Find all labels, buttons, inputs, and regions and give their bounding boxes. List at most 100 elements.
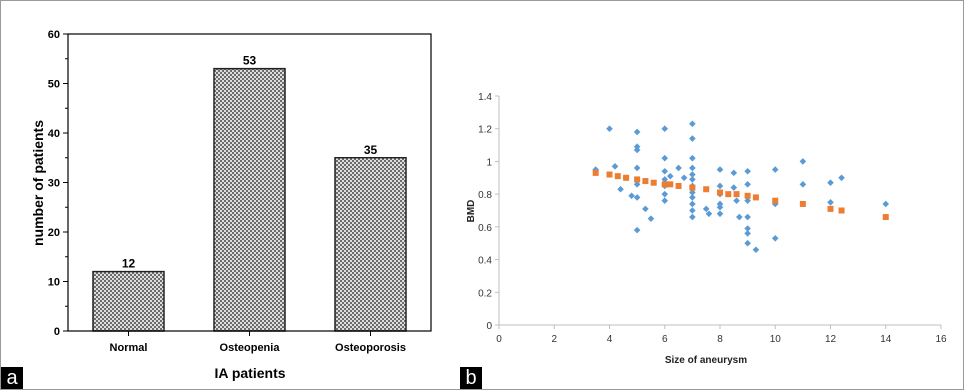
scatter-point-predicted xyxy=(703,186,710,193)
scatter-point-predicted xyxy=(752,194,759,201)
x-tick-label-b: 12 xyxy=(825,334,837,345)
scatter-point-observed xyxy=(680,174,688,182)
scatter-point-observed xyxy=(642,205,649,213)
scatter-point-observed xyxy=(733,197,740,204)
x-axis-label-a: IA patients xyxy=(214,365,285,381)
scatter-point-observed xyxy=(799,158,807,165)
scatter-chart-b: 0 0.2 0.4 0.6 0.8 1 1.2 1.4 0 2 4 6 8 10 12 14 16 BMD Si… xyxy=(466,92,947,366)
scatter-point-observed xyxy=(689,164,696,172)
scatter-point-predicted xyxy=(799,200,806,207)
scatter-point-observed xyxy=(633,226,641,234)
y-tick-label-b: 0.8 xyxy=(478,190,492,201)
y-tick-label-b: 1.4 xyxy=(478,92,492,103)
y-tick-label-a: 30 xyxy=(48,178,60,190)
scatter-point-observed xyxy=(827,199,834,206)
x-tick-label-b: 2 xyxy=(551,334,557,345)
scatter-point-predicted xyxy=(650,179,657,186)
scatter-point-observed xyxy=(661,197,669,204)
scatter-point-observed xyxy=(771,235,779,242)
scatter-point-observed xyxy=(838,174,845,182)
scatter-point-predicted xyxy=(634,176,641,183)
scatter-point-observed xyxy=(633,164,641,172)
panel-label-a: a xyxy=(1,367,23,389)
x-tick-label-b: 14 xyxy=(880,334,892,345)
scatter-point-observed xyxy=(628,192,635,200)
data-label: 53 xyxy=(243,54,257,68)
y-tick-label-a: 50 xyxy=(48,79,60,91)
scatter-point-observed xyxy=(744,213,751,221)
scatter-point-observed xyxy=(799,181,807,188)
category-label: Normal xyxy=(110,342,148,354)
y-tick-label-b: 0.2 xyxy=(478,288,492,299)
scatter-point-predicted xyxy=(642,178,649,185)
y-tick-label-a: 20 xyxy=(48,227,60,239)
x-axis-label-b: Size of aneurysm xyxy=(665,355,747,366)
y-tick-label-a: 60 xyxy=(48,29,60,41)
scatter-point-observed xyxy=(633,194,641,201)
data-label: 35 xyxy=(364,143,378,157)
scatter-point-observed xyxy=(705,210,713,218)
category-label: Osteoporosis xyxy=(335,342,406,354)
scatter-point-observed xyxy=(666,172,674,180)
scatter-point-observed xyxy=(633,128,641,136)
scatter-point-observed xyxy=(647,215,655,222)
scatter-point-observed xyxy=(744,239,751,247)
category-label: Osteopenia xyxy=(220,342,281,354)
scatter-point-observed xyxy=(661,154,669,162)
bar xyxy=(92,270,165,332)
y-axis-label-b: BMD xyxy=(466,200,477,223)
scatter-point-observed xyxy=(689,194,696,201)
y-tick-label-a: 40 xyxy=(48,128,60,140)
scatter-point-predicted xyxy=(733,191,740,198)
scatter-point-predicted xyxy=(838,207,845,214)
scatter-point-predicted xyxy=(772,197,779,204)
scatter-point-predicted xyxy=(623,174,630,181)
scatter-point-observed xyxy=(661,167,669,175)
scatter-point-observed xyxy=(827,179,834,186)
scatter-point-predicted xyxy=(827,205,834,212)
scatter-point-observed xyxy=(661,125,669,133)
bar-chart-a: 0 10 20 30 40 50 60 12 Normal 53 Osteopenia 35 Osteo… xyxy=(30,29,432,381)
scatter-point-observed xyxy=(606,125,613,133)
scatter-point-predicted xyxy=(606,171,613,178)
scatter-point-observed xyxy=(882,200,890,208)
scatter-point-observed xyxy=(689,200,696,208)
scatter-point-observed xyxy=(744,167,751,175)
y-tick-label-b: 1 xyxy=(486,157,492,168)
panel-label-b: b xyxy=(460,367,482,389)
scatter-point-predicted xyxy=(667,181,674,188)
y-tick-label-a: 0 xyxy=(54,326,60,338)
y-axis-label-a: number of patients xyxy=(30,120,46,246)
scatter-point-observed xyxy=(730,169,738,177)
scatter-point-observed xyxy=(771,166,779,173)
scatter-point-observed xyxy=(736,213,743,221)
scatter-point-observed xyxy=(661,190,669,198)
scatter-point-observed xyxy=(617,185,624,193)
scatter-point-observed xyxy=(689,207,696,214)
x-tick-label-b: 0 xyxy=(496,334,502,345)
scatter-point-observed xyxy=(730,184,738,191)
scatter-point-predicted xyxy=(614,173,621,180)
scatter-point-observed xyxy=(689,120,696,128)
y-tick-label-b: 0 xyxy=(486,321,492,332)
scatter-point-observed xyxy=(744,181,751,188)
y-tick-label-b: 0.4 xyxy=(478,256,492,267)
scatter-point-observed xyxy=(689,154,696,162)
bar xyxy=(213,67,286,332)
scatter-point-observed xyxy=(689,176,696,183)
y-tick-label-b: 1.2 xyxy=(478,125,492,136)
scatter-point-predicted xyxy=(661,181,668,188)
scatter-point-predicted xyxy=(689,184,696,191)
scatter-point-observed xyxy=(744,230,751,237)
scatter-point-predicted xyxy=(882,214,889,221)
scatter-point-observed xyxy=(744,197,751,204)
scatter-point-predicted xyxy=(592,169,599,176)
scatter-point-observed xyxy=(689,135,696,142)
scatter-point-predicted xyxy=(725,191,732,198)
scatter-point-observed xyxy=(716,166,724,173)
x-tick-label-b: 6 xyxy=(662,334,668,345)
scatter-point-observed xyxy=(716,182,724,190)
y-tick-label-b: 0.6 xyxy=(478,223,492,234)
bar xyxy=(334,157,407,332)
